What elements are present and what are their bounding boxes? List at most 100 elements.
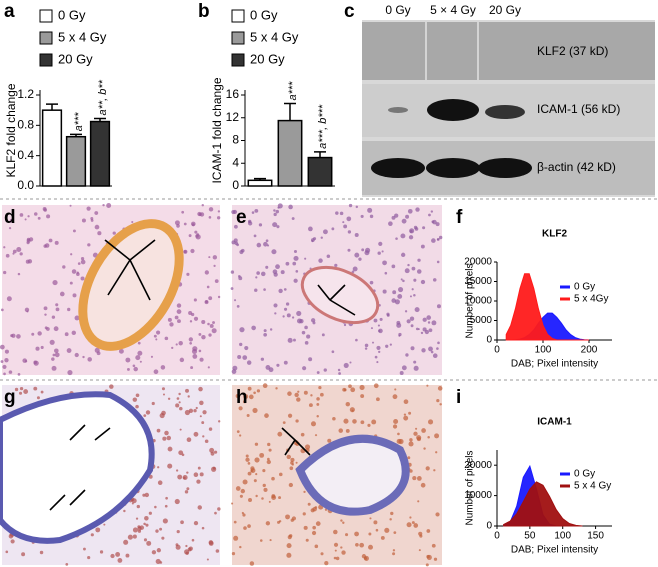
cell	[412, 475, 417, 481]
cell	[184, 490, 189, 494]
cell	[265, 521, 271, 526]
cell	[425, 563, 429, 567]
cell	[201, 320, 206, 325]
cell	[233, 520, 237, 524]
legend-swatch	[39, 9, 53, 23]
bar	[307, 156, 333, 187]
cell	[132, 364, 136, 368]
band	[388, 107, 408, 113]
cell	[394, 213, 399, 218]
cell	[254, 457, 260, 463]
panel-letter: d	[4, 207, 16, 228]
cell	[426, 315, 432, 320]
cell	[286, 552, 292, 558]
cell	[254, 288, 258, 292]
cell	[316, 414, 319, 418]
cell	[143, 538, 148, 542]
legend-label: 20 Gy	[250, 51, 285, 66]
cell	[343, 224, 348, 229]
cell	[341, 550, 346, 555]
cell	[25, 259, 30, 264]
cell	[392, 290, 397, 295]
cell	[179, 406, 183, 411]
cell	[83, 547, 86, 551]
cell	[209, 447, 215, 453]
cell	[16, 247, 22, 253]
cell	[398, 334, 401, 337]
x-tick-label: 0	[494, 531, 500, 542]
cell	[5, 550, 9, 554]
cell	[67, 307, 71, 312]
lane-label: 0 Gy	[385, 3, 410, 17]
cell	[239, 434, 242, 437]
cell	[53, 326, 59, 332]
airway	[0, 391, 155, 544]
cell	[339, 211, 344, 216]
cell	[411, 521, 415, 525]
cell	[373, 318, 378, 323]
cell	[76, 271, 79, 274]
cell	[162, 393, 166, 396]
cell	[267, 442, 271, 447]
cell	[248, 394, 254, 400]
cell	[136, 504, 140, 509]
cell	[267, 457, 270, 461]
cell	[87, 357, 92, 362]
cell	[324, 560, 329, 566]
cell	[388, 221, 393, 226]
x-tick-label: 150	[587, 531, 604, 542]
y-tick-label: 15000	[464, 276, 492, 287]
cell	[372, 341, 375, 344]
cell	[90, 533, 94, 537]
cell	[212, 321, 215, 324]
cell	[206, 285, 210, 289]
cell	[345, 401, 351, 407]
cell	[343, 388, 347, 392]
cell	[207, 322, 210, 326]
cell	[417, 328, 420, 331]
cell	[246, 360, 252, 365]
cell	[373, 383, 379, 389]
cell	[354, 252, 360, 258]
cell	[209, 323, 214, 328]
cell	[318, 385, 322, 390]
cell	[287, 413, 293, 418]
cell	[422, 226, 426, 230]
cell	[214, 279, 219, 284]
cell	[255, 494, 258, 498]
cell	[416, 476, 422, 481]
cell	[360, 394, 365, 399]
cell	[389, 343, 392, 346]
cell	[155, 330, 161, 335]
cell	[308, 226, 313, 232]
cell	[253, 391, 256, 395]
cell	[19, 252, 23, 256]
cell	[368, 544, 373, 550]
cell	[394, 388, 397, 391]
cell	[125, 553, 130, 558]
cell	[193, 316, 199, 321]
cell	[31, 332, 35, 336]
cell	[273, 272, 278, 277]
cell	[420, 244, 425, 249]
cell	[247, 471, 252, 476]
cell	[386, 312, 390, 316]
cell	[195, 406, 198, 410]
cell	[176, 530, 180, 534]
cell	[287, 337, 293, 343]
x-tick-label: 200	[581, 345, 598, 356]
cell	[196, 479, 201, 484]
cell	[424, 329, 430, 335]
cell	[19, 213, 24, 217]
cell	[422, 317, 427, 322]
cell	[3, 246, 6, 249]
cell	[214, 511, 217, 515]
cell	[12, 249, 17, 254]
cell	[397, 294, 403, 299]
cell	[117, 557, 123, 563]
lane-label: 5 × 4 Gy	[430, 3, 476, 17]
airway	[295, 434, 410, 516]
cell	[204, 270, 209, 275]
cell	[296, 397, 301, 402]
